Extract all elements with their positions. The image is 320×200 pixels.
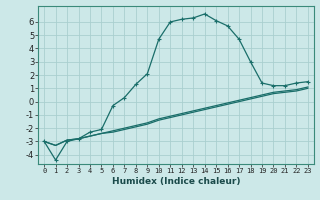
X-axis label: Humidex (Indice chaleur): Humidex (Indice chaleur) xyxy=(112,177,240,186)
